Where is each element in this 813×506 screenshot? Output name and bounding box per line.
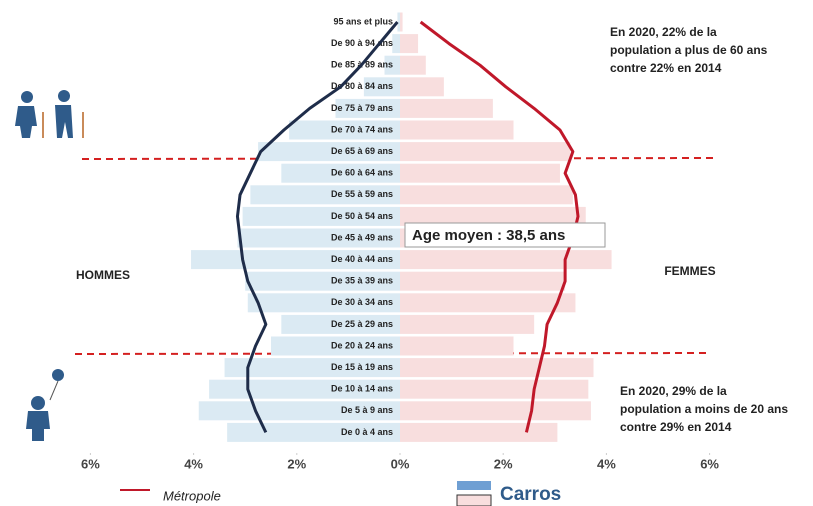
category-label: De 70 à 74 ans [331, 124, 393, 134]
men-label: HOMMES [76, 268, 130, 282]
decor [15, 22, 813, 443]
bar-men [281, 163, 400, 183]
x-tick-label: 4% [184, 456, 203, 471]
annotation: population a plus de 60 ans [610, 43, 768, 57]
x-tick-label: 2% [287, 456, 306, 471]
category-label: De 90 à 94 ans [331, 38, 393, 48]
bar-men [198, 401, 400, 421]
annotation: population a moins de 20 ans [620, 402, 788, 416]
bar-men [227, 422, 400, 442]
bar-women [400, 358, 594, 378]
bar-women [400, 379, 589, 399]
category-label: De 65 à 69 ans [331, 146, 393, 156]
bar-men [209, 379, 400, 399]
category-label: De 10 à 14 ans [331, 384, 393, 394]
category-label: De 15 à 19 ans [331, 362, 393, 372]
bar-men [245, 271, 400, 291]
category-label: De 5 à 9 ans [341, 405, 393, 415]
x-tick-label: 4% [597, 456, 616, 471]
category-label: De 0 à 4 ans [341, 427, 393, 437]
bar-women [400, 142, 571, 162]
bar-women [400, 55, 426, 75]
category-label: De 20 à 24 ans [331, 340, 393, 350]
bar-men [237, 228, 400, 248]
women-label: FEMMES [664, 264, 715, 278]
bar-women [400, 271, 566, 291]
annotation: En 2020, 22% de la [610, 25, 717, 39]
x-tick-label: 6% [81, 456, 100, 471]
category-label: De 45 à 49 ans [331, 232, 393, 242]
annotation: contre 29% en 2014 [620, 420, 732, 434]
mean-age-box [404, 222, 606, 248]
category-label: De 80 à 84 ans [331, 81, 393, 91]
bar-men [250, 185, 400, 205]
line-men [235, 21, 399, 434]
bar-men [363, 77, 400, 97]
bar-women [400, 185, 573, 205]
legend-label: Métropole [163, 488, 221, 503]
mean-age: Age moyen : 38,5 ans [412, 227, 565, 244]
category-label: De 35 à 39 ans [331, 276, 393, 286]
bar-men [335, 98, 400, 118]
x-tick-label: 6% [700, 456, 719, 471]
bar-men [224, 358, 400, 378]
bar-men [289, 120, 400, 140]
category-label: De 30 à 34 ans [331, 297, 393, 307]
bar-women [400, 163, 560, 183]
note-box [613, 375, 813, 443]
bar-women [400, 250, 612, 270]
child-icon [26, 369, 64, 441]
bar-women [400, 314, 535, 334]
annotation: En 2020, 29% de la [620, 384, 727, 398]
bar-men [392, 34, 400, 54]
category-label: 95 ans et plus [333, 16, 393, 26]
bar-women [400, 401, 591, 421]
x-tick-label: 0% [391, 456, 410, 471]
bar-women [400, 12, 403, 32]
bar-women [400, 422, 558, 442]
legend-swatch [456, 494, 492, 506]
x-tick-label: 2% [494, 456, 513, 471]
bar-men [281, 314, 400, 334]
bar-women [400, 206, 586, 226]
bar-men [397, 12, 400, 32]
legend-label: Carros [500, 484, 561, 505]
category-label: De 55 à 59 ans [331, 189, 393, 199]
bar-women [400, 336, 514, 356]
bar-women [400, 34, 419, 54]
note-box [602, 22, 802, 90]
bar-women [400, 293, 576, 313]
bar-women [400, 98, 493, 118]
category-label: De 75 à 79 ans [331, 103, 393, 113]
bar-men [247, 293, 400, 313]
bar-men [242, 206, 400, 226]
annotation: contre 22% en 2014 [610, 61, 722, 75]
bar-men [258, 142, 400, 162]
category-label: De 25 à 29 ans [331, 319, 393, 329]
category-label: De 60 à 64 ans [331, 168, 393, 178]
bar-men [384, 55, 400, 75]
category-label: De 40 à 44 ans [331, 254, 393, 264]
bar-women [400, 120, 514, 140]
bar-men [271, 336, 400, 356]
legend-swatch [457, 481, 491, 490]
category-label: De 50 à 54 ans [331, 211, 393, 221]
elderly-icon [15, 90, 84, 138]
bar-women [400, 77, 444, 97]
